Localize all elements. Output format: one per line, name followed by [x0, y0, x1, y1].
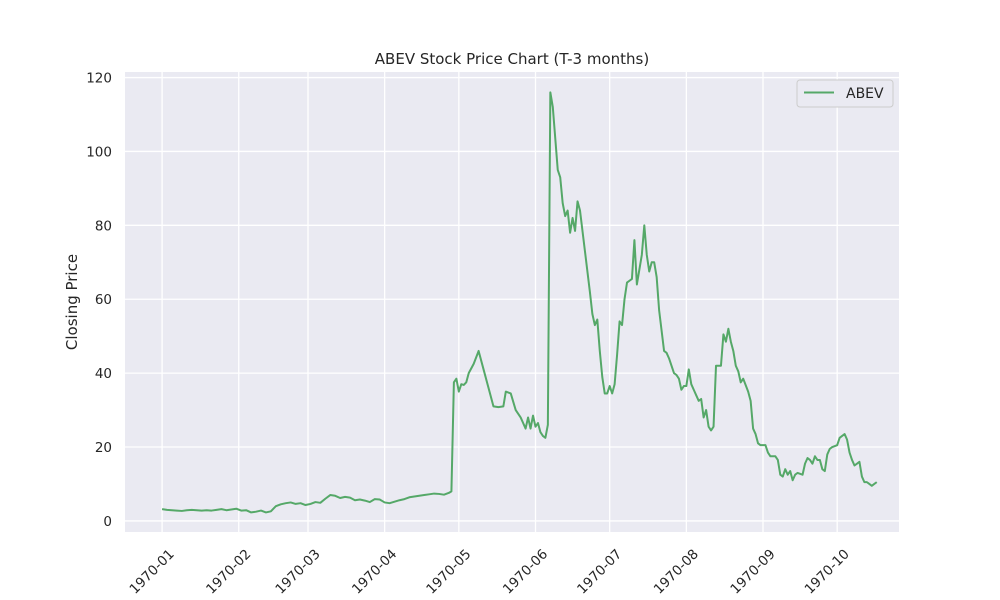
series-line-abev — [161, 91, 878, 514]
chart-title: ABEV Stock Price Chart (T-3 months) — [375, 50, 649, 68]
x-tick-label: 1970-09 — [727, 546, 778, 597]
x-tick-label: 1970-10 — [802, 546, 853, 597]
x-axis: 1970-01 1970-02 1970-03 1970-04 1970-05 1970-… — [127, 546, 853, 597]
y-tick-label: 20 — [95, 440, 112, 456]
x-tick-label: 1970-06 — [500, 546, 551, 597]
y-tick-label: 80 — [95, 218, 112, 234]
y-axis: 0 20 40 60 80 100 120 — [86, 71, 112, 530]
y-axis-label: Closing Price — [63, 254, 81, 350]
x-tick-label: 1970-05 — [423, 546, 474, 597]
y-tick-label: 40 — [95, 366, 112, 382]
legend: ABEV — [796, 79, 894, 108]
x-tick-label: 1970-04 — [349, 546, 400, 597]
plot-background — [125, 72, 899, 532]
x-tick-label: 1970-08 — [651, 546, 702, 597]
legend-box — [796, 79, 894, 108]
x-tick-label: 1970-02 — [203, 546, 254, 597]
x-tick-label: 1970-01 — [127, 546, 178, 597]
legend-label-abev: ABEV — [846, 86, 884, 102]
series-layer — [161, 91, 878, 514]
y-tick-label: 100 — [86, 144, 112, 160]
x-tick-label: 1970-07 — [574, 546, 625, 597]
y-tick-label: 120 — [86, 71, 112, 87]
y-tick-label: 60 — [95, 292, 112, 308]
grid — [125, 72, 899, 532]
y-tick-label: 0 — [103, 514, 112, 530]
x-tick-label: 1970-03 — [272, 546, 323, 597]
